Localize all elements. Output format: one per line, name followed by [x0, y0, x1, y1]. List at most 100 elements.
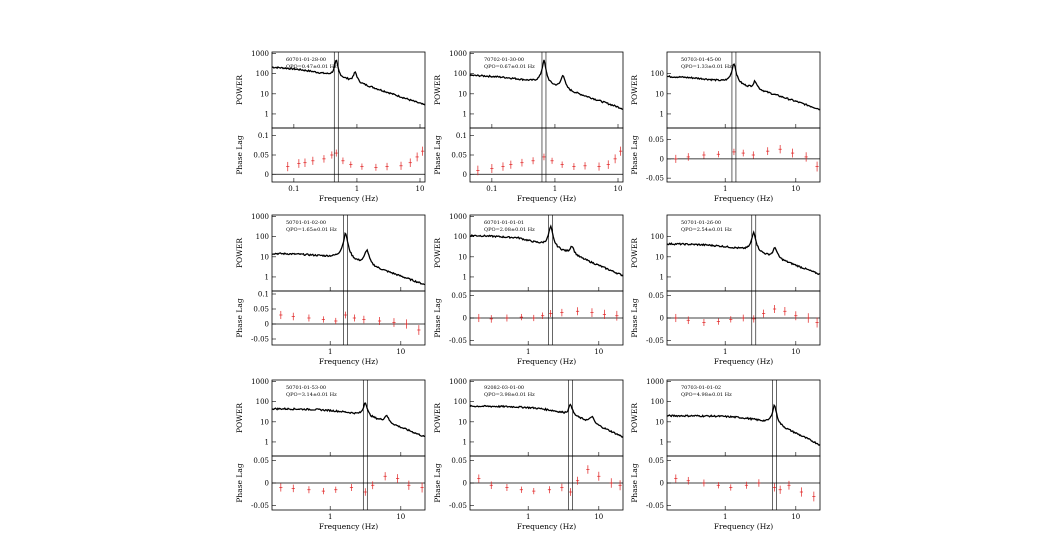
qpo-frequency-label: QPO=4.98±0.01 Hz — [681, 392, 732, 398]
lag-tick-label: 0 — [660, 315, 664, 323]
lag-frame — [666, 127, 821, 183]
x-tick-label: 10 — [791, 185, 800, 193]
power-spectrum — [667, 63, 821, 111]
panel-92082-03-01-00: 1 10 1 10 100 1000 -0.05 0 0.05 POWER Phase Lag Fre… — [433, 378, 624, 531]
power-axis-label: POWER — [433, 403, 442, 433]
lag-tick-label: 0.05 — [648, 292, 664, 300]
lag-tick-label: -0.05 — [251, 502, 269, 510]
power-tick-label: 10 — [260, 418, 269, 426]
obs-id-label: 70702-01-30-00 — [484, 57, 524, 63]
power-tick-label: 1 — [660, 273, 664, 281]
power-axis-label: POWER — [235, 75, 244, 105]
panel-50701-01-26-00: 1 10 1 10 100 -0.05 0 0.05 POWER Phase Lag Frequen… — [630, 214, 821, 366]
x-tick-label: 0.1 — [288, 185, 299, 193]
x-tick-label: 10 — [791, 348, 800, 356]
obs-id-label: 50701-01-53-00 — [286, 385, 326, 391]
x-tick-label: 10 — [594, 513, 603, 521]
power-axis-label: POWER — [630, 238, 639, 268]
power-spectrum — [666, 403, 821, 447]
lag-tick-label: 0.1 — [258, 132, 269, 140]
lag-axis-label: Phase Lag — [433, 298, 442, 337]
power-tick-label: 1 — [265, 110, 269, 118]
power-tick-label: 100 — [454, 70, 467, 78]
obs-id-label: 50701-01-26-00 — [681, 220, 721, 226]
panel-60701-01-01-01: 1 10 1 10 100 1000 -0.05 0 0.05 POWER Phase Lag Fre… — [433, 213, 624, 366]
obs-id-label: 60701-01-28-00 — [286, 57, 326, 63]
power-tick-label: 10 — [260, 90, 269, 98]
power-axis-label: POWER — [235, 238, 244, 268]
lag-tick-label: 0 — [660, 155, 664, 163]
qpo-frequency-label: QPO=0.47±0.01 Hz — [286, 64, 337, 70]
power-tick-label: 1000 — [449, 213, 467, 221]
x-axis-label: Frequency (Hz) — [319, 522, 378, 531]
lag-frame — [469, 127, 624, 183]
x-tick-label: 10 — [791, 513, 800, 521]
qpo-frequency-label: QPO=3.98±0.01 Hz — [484, 392, 535, 398]
obs-id-label: 50701-01-02-00 — [286, 220, 326, 226]
x-axis-label: Frequency (Hz) — [319, 194, 378, 203]
panel-50703-01-45-00: 1 10 1 10 100 -0.05 0 0.05 POWER Phase Lag Frequen… — [630, 51, 821, 203]
qpo-frequency-label: QPO=2.54±0.01 Hz — [681, 227, 732, 233]
power-tick-label: 100 — [256, 70, 269, 78]
lag-tick-label: -0.05 — [449, 502, 467, 510]
power-tick-label: 1 — [463, 273, 467, 281]
power-tick-label: 10 — [458, 418, 467, 426]
qpo-frequency-label: QPO=0.67±0.01 Hz — [484, 64, 535, 70]
power-tick-label: 100 — [651, 398, 664, 406]
obs-id-label: 70703-01-01-02 — [681, 385, 721, 391]
x-tick-label: 10 — [396, 513, 405, 521]
power-axis-label: POWER — [630, 75, 639, 105]
lag-tick-label: 0.05 — [253, 457, 269, 465]
panel-60701-01-28-00: 0.1 1 10 1 10 100 1000 0 0.05 0.1 POWER Phase Lag Fr… — [235, 50, 426, 203]
power-tick-label: 10 — [655, 418, 664, 426]
lag-axis-label: Phase Lag — [235, 463, 244, 502]
power-tick-label: 100 — [651, 233, 664, 241]
x-tick-label: 10 — [614, 185, 623, 193]
power-tick-label: 1000 — [449, 50, 467, 58]
power-tick-label: 1 — [660, 438, 664, 446]
lag-tick-label: 0.05 — [451, 292, 467, 300]
power-tick-label: 1 — [265, 273, 269, 281]
lag-tick-label: 0 — [265, 480, 269, 488]
x-tick-label: 10 — [396, 348, 405, 356]
power-tick-label: 10 — [260, 253, 269, 261]
x-tick-label: 1 — [723, 185, 727, 193]
lag-tick-label: 0.05 — [253, 306, 269, 314]
x-tick-label: 1 — [723, 348, 727, 356]
obs-id-label: 60701-01-01-01 — [484, 220, 524, 226]
lag-tick-label: 0.05 — [451, 152, 467, 160]
power-axis-label: POWER — [433, 238, 442, 268]
lag-tick-label: 0 — [463, 171, 467, 179]
x-axis-label: Frequency (Hz) — [714, 194, 773, 203]
lag-axis-label: Phase Lag — [235, 298, 244, 337]
obs-id-label: 92082-03-01-00 — [484, 385, 524, 391]
lag-tick-label: 0.05 — [253, 152, 269, 160]
power-spectrum — [271, 59, 426, 106]
panel-70702-01-30-00: 0.1 1 10 1 10 100 1000 0 0.05 0.1 POWER Phase Lag Fr… — [433, 50, 624, 203]
lag-tick-label: 0.1 — [456, 132, 467, 140]
power-spectrum — [469, 224, 624, 277]
power-tick-label: 1000 — [251, 213, 269, 221]
lag-tick-label: -0.05 — [646, 337, 664, 345]
qpo-frequency-label: QPO=2.08±0.01 Hz — [484, 227, 535, 233]
power-tick-label: 1 — [463, 110, 467, 118]
power-tick-label: 100 — [256, 398, 269, 406]
obs-id-label: 50703-01-45-00 — [681, 57, 721, 63]
lag-axis-label: Phase Lag — [433, 463, 442, 502]
qpo-frequency-label: QPO=3.14±0.01 Hz — [286, 392, 337, 398]
x-axis-label: Frequency (Hz) — [517, 522, 576, 531]
lag-tick-label: 0 — [660, 480, 664, 488]
power-axis-label: POWER — [433, 75, 442, 105]
power-tick-label: 100 — [651, 70, 664, 78]
lag-tick-label: -0.05 — [251, 336, 269, 344]
power-tick-label: 1000 — [646, 378, 664, 386]
lag-tick-label: 0 — [463, 480, 467, 488]
x-tick-label: 1 — [526, 513, 530, 521]
lag-axis-label: Phase Lag — [630, 298, 639, 337]
lag-tick-label: 0.05 — [648, 136, 664, 144]
lag-axis-label: Phase Lag — [235, 135, 244, 174]
power-tick-label: 10 — [458, 253, 467, 261]
x-axis-label: Frequency (Hz) — [714, 357, 773, 366]
x-tick-label: 1 — [328, 348, 332, 356]
